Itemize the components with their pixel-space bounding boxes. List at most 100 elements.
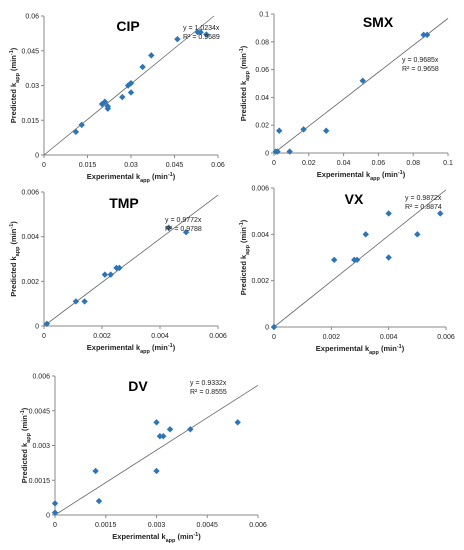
y-tick-label: 0 [46, 513, 50, 520]
data-point [166, 426, 174, 433]
data-point [300, 126, 307, 133]
y-tick-label: 0.06 [25, 14, 39, 21]
data-point [139, 63, 146, 71]
x-tick-label: 0.08 [406, 160, 420, 167]
chart-title: SMX [363, 14, 394, 30]
y-tick-label: 0.045 [21, 48, 39, 55]
y-tick-label: 0.0045 [29, 408, 51, 415]
x-tick-label: 0.06 [372, 160, 386, 167]
data-point [153, 467, 160, 475]
x-tick-label: 0.1 [443, 160, 453, 167]
x-tick-label: 0 [53, 522, 57, 529]
data-point [182, 229, 190, 236]
r-squared: R² = 0.9788 [165, 226, 202, 233]
data-point [286, 148, 293, 155]
data-point [362, 231, 369, 238]
x-tick-label: 0.004 [151, 333, 169, 340]
x-axis-title: Experimental kapp (min-1) [87, 172, 176, 184]
data-point [148, 52, 155, 59]
x-tick-label: 0.004 [380, 334, 398, 341]
y-tick-label: 0 [265, 151, 269, 158]
chart-title: CIP [116, 18, 139, 34]
y-tick-label: 0.06 [255, 67, 269, 74]
r-squared: R² = 0.9658 [402, 66, 439, 73]
data-point [119, 93, 126, 101]
data-point [101, 98, 109, 105]
trend-line [43, 194, 219, 327]
y-tick-label: 0.0015 [29, 478, 51, 485]
data-point [276, 127, 283, 134]
y-tick-label: 0.015 [21, 118, 39, 125]
chart-smx: 0 0.02 0.04 0.06 0.08 0.1 0 0.02 0.04 0.06 0.08 0.1… [239, 12, 453, 183]
x-axis-title: Experimental kapp (min-1) [316, 344, 405, 356]
y-axis-title: Predicted kapp (min-1) [239, 219, 251, 295]
y-axis-title: Predicted kapp (min-1) [9, 221, 21, 297]
y-tick-label: 0.08 [255, 39, 269, 46]
trend-line [273, 18, 449, 154]
chart-dv: 0 0.0015 0.003 0.0045 0.006 0 0.0015 0.003 0.004… [20, 374, 267, 545]
data-point [274, 148, 281, 155]
data-point [101, 271, 109, 278]
chart-title: VX [345, 191, 364, 207]
data-point [156, 433, 164, 440]
y-tick-label: 0.004 [251, 232, 269, 239]
data-point [95, 497, 103, 505]
x-tick-label: 0.03 [124, 162, 138, 169]
x-axis-title: Experimental kapp (min-1) [112, 532, 201, 544]
x-tick-label: 0.006 [437, 334, 455, 341]
chart-vx: 0 0.002 0.004 0.006 0 0.002 0.004 0.006 VX y = 0.… [239, 186, 455, 357]
y-tick-label: 0 [265, 325, 269, 332]
r-squared: R² = 0.8555 [190, 389, 227, 396]
r-squared: R² = 0.8874 [405, 204, 442, 211]
data-point [116, 264, 123, 272]
x-tick-label: 0.06 [211, 162, 225, 169]
fit-equation: y = 0.9685x [402, 57, 439, 64]
trend-line [273, 189, 447, 328]
x-tick-label: 0.003 [148, 522, 166, 529]
x-tick-label: 0.0045 [197, 522, 219, 529]
chart-title: DV [128, 378, 148, 394]
data-point [197, 29, 204, 36]
data-point [187, 426, 194, 433]
y-tick-label: 0 [35, 324, 39, 331]
data-point [414, 231, 421, 238]
y-axis-title: Predicted kapp (min-1) [9, 47, 21, 123]
fit-equation: y = 1.0234x [183, 25, 220, 32]
x-axis-title: Experimental kapp (min-1) [87, 343, 176, 355]
trend-line [54, 384, 259, 516]
chart-cip: 0 0.015 0.03 0.045 0.06 0 0.015 0.03 0.045 0.06 CI… [9, 14, 225, 185]
data-point [51, 509, 59, 516]
data-point [234, 419, 241, 426]
x-tick-label: 0.006 [209, 333, 227, 340]
data-point [437, 210, 444, 217]
data-point [43, 320, 51, 327]
x-tick-label: 0.002 [93, 333, 111, 340]
data-point [174, 35, 181, 43]
y-axis-title: Predicted kapp (min-1) [239, 45, 251, 121]
data-point [331, 256, 338, 264]
x-tick-label: 0 [272, 334, 276, 341]
x-tick-label: 0.045 [166, 162, 184, 169]
x-tick-label: 0 [272, 160, 276, 167]
y-tick-label: 0.03 [25, 83, 39, 90]
data-point [72, 128, 80, 136]
x-tick-label: 0 [42, 333, 46, 340]
data-point [153, 419, 160, 426]
data-point [385, 210, 392, 217]
data-point [107, 271, 114, 278]
data-point [165, 224, 172, 231]
data-point [72, 298, 80, 305]
x-tick-label: 0 [42, 162, 46, 169]
data-point [203, 31, 210, 38]
y-axis-title: Predicted kapp (min-1) [20, 407, 32, 483]
x-tick-label: 0.02 [302, 160, 316, 167]
y-tick-label: 0.003 [32, 443, 50, 450]
y-tick-label: 0.002 [251, 278, 269, 285]
r-squared: R² = 0.9689 [183, 34, 220, 41]
data-point [127, 79, 135, 87]
data-point [127, 89, 135, 96]
y-tick-label: 0.006 [21, 190, 39, 197]
data-point [423, 31, 431, 39]
data-point [92, 467, 99, 475]
